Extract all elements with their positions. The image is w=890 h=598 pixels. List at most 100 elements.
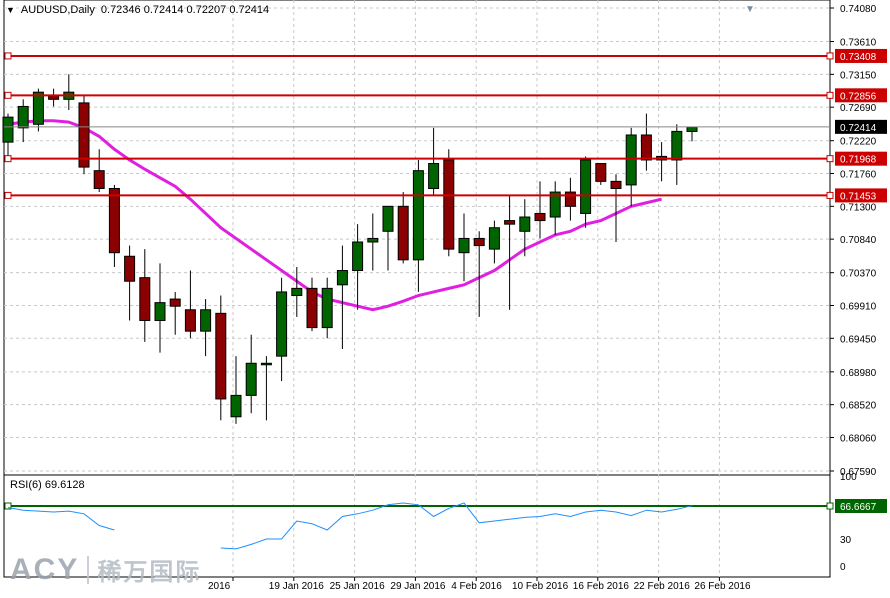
level-anchor-right[interactable] <box>826 91 834 99</box>
candle-body <box>352 241 364 272</box>
price-tick-label: 0.69910 <box>840 301 877 312</box>
candle <box>245 334 257 414</box>
candle-body <box>504 220 516 225</box>
candle <box>534 181 546 239</box>
moving-average <box>7 119 662 312</box>
level-anchor-right[interactable] <box>826 52 834 60</box>
level-anchor-left[interactable] <box>4 91 12 99</box>
candle <box>336 245 348 350</box>
price-tick-label: 0.67590 <box>840 467 877 478</box>
rsi-tick-label: 30 <box>840 535 852 546</box>
level-anchor-left[interactable] <box>4 155 12 163</box>
rsi-tick-label: 100 <box>840 472 857 483</box>
time-tick-label: 22 Feb 2016 <box>634 581 691 592</box>
candle-body <box>382 205 394 232</box>
candle <box>397 192 409 264</box>
price-tick-label: 0.70370 <box>840 269 877 280</box>
candle-body <box>625 134 637 186</box>
candle-body <box>245 362 257 396</box>
candle-body <box>78 102 90 168</box>
candle <box>671 124 683 185</box>
rsi-tick-label: 0 <box>840 562 846 573</box>
candle-body <box>230 394 242 418</box>
time-tick-label: 19 Jan 2016 <box>269 581 324 592</box>
candle <box>260 356 272 421</box>
candle <box>640 113 652 171</box>
grid <box>3 0 831 578</box>
candle-body <box>2 116 14 143</box>
candle-body <box>397 205 409 261</box>
candle-body <box>412 170 424 261</box>
rsi-level-anchor-right[interactable] <box>826 502 834 510</box>
level-label-bg <box>835 88 887 103</box>
candle <box>382 205 394 271</box>
price-tick-label: 0.68520 <box>840 401 877 412</box>
candle-body <box>306 287 318 329</box>
current-price-bg <box>835 119 887 134</box>
candle <box>48 88 60 107</box>
candle-body <box>17 105 29 129</box>
candle-body <box>93 170 105 189</box>
level-anchor-right[interactable] <box>826 155 834 163</box>
candle-body <box>595 163 607 182</box>
candle <box>610 174 622 242</box>
candle <box>595 163 607 185</box>
price-tick-label: 0.73610 <box>840 38 877 49</box>
candle <box>306 277 318 332</box>
rsi-level-label-bg <box>835 499 887 513</box>
level-label-bg <box>835 48 887 63</box>
price-tick-label: 0.74080 <box>840 4 877 15</box>
level-label-bg <box>835 151 887 166</box>
candle <box>625 127 637 207</box>
level-label: 0.72856 <box>840 91 877 102</box>
candle-body <box>549 191 561 218</box>
candle-body <box>534 212 546 222</box>
caret-down-icon[interactable]: ▼ <box>6 5 15 15</box>
rsi-line <box>220 502 693 550</box>
candle <box>564 177 576 221</box>
candle <box>184 270 196 339</box>
rsi-level-anchor-left[interactable] <box>4 502 12 510</box>
candle-body <box>200 309 212 332</box>
chart-shift-icon[interactable]: ▼ <box>745 4 755 15</box>
time-tick-label: 29 Jan 2016 <box>390 581 445 592</box>
candle-body <box>108 187 120 254</box>
price-tick-label: 0.68060 <box>840 433 877 444</box>
candle <box>488 220 500 264</box>
candle-body <box>428 163 440 189</box>
candle <box>686 126 698 142</box>
candle-body <box>367 237 379 243</box>
level-label-bg <box>835 188 887 203</box>
candle-body <box>139 277 151 321</box>
time-axis: 2016 19 Jan 2016 25 Jan 2016 29 Jan 2016 4 F… <box>208 577 751 592</box>
candle-body <box>473 237 485 247</box>
rsi-line <box>7 507 115 531</box>
candle <box>108 184 120 267</box>
candle-body <box>686 126 698 132</box>
candle-body <box>169 298 181 307</box>
logo-latin: ACY <box>10 552 80 586</box>
candle-body <box>610 180 622 189</box>
candle-body <box>32 91 44 125</box>
level-label: 0.71453 <box>840 191 877 202</box>
candle-body <box>215 312 227 400</box>
candle-body <box>564 191 576 207</box>
candle <box>443 149 455 257</box>
rsi-title: RSI(6) 69.6128 <box>10 479 85 491</box>
logo: ACY 稀万国际 <box>10 552 201 587</box>
price-tick-label: 0.71300 <box>840 202 877 213</box>
price-axis: 0.74080 0.73610 0.73150 0.72690 0.72220 0.717… <box>745 4 877 478</box>
level-anchor-left[interactable] <box>4 52 12 60</box>
candle <box>215 295 227 421</box>
candle <box>230 356 242 424</box>
chart-header: ▼ AUDUSD,Daily 0.72346 0.72414 0.72207 0… <box>6 4 269 16</box>
level-anchor-right[interactable] <box>826 191 834 199</box>
price-tick-label: 0.71760 <box>840 170 877 181</box>
level-anchor-left[interactable] <box>4 191 12 199</box>
symbol-label: AUDUSD,Daily <box>20 4 95 16</box>
price-tick-label: 0.72220 <box>840 137 877 148</box>
candle <box>412 159 424 292</box>
candle <box>63 74 75 111</box>
